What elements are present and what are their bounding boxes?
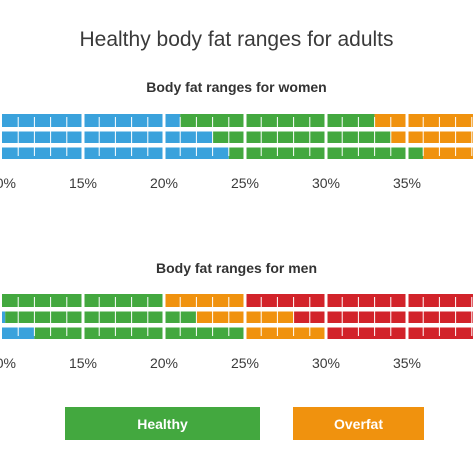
legend-healthy: Healthy [65, 407, 260, 440]
women-row-gap [0, 128, 473, 132]
women-row-1-blue-segment [2, 114, 181, 127]
men-tick-label: 10% [0, 355, 16, 371]
men-tick-label: 25% [231, 355, 259, 371]
women-tick-label: 30% [312, 175, 340, 191]
men-row-3-green-segment [34, 326, 246, 339]
women-row-2-blue-segment [2, 130, 213, 143]
men-tick-label: 20% [150, 355, 178, 371]
women-row-3-orange-segment [423, 146, 473, 159]
women-chart-title: Body fat ranges for women [146, 79, 327, 95]
page-title: Healthy body fat ranges for adults [79, 28, 394, 51]
women-row-2-orange-segment [390, 130, 473, 143]
women-tick-label: 10% [0, 175, 16, 191]
legend-overfat: Overfat [293, 407, 424, 440]
men-row-1-orange-segment [164, 294, 245, 307]
women-row-gap [0, 144, 473, 148]
men-tick-label: 30% [312, 355, 340, 371]
women-body-fat-chart: 10% 15% 20% 25% 30% 35% [0, 112, 473, 191]
women-row-2-green-segment [212, 130, 391, 143]
women-tick-label: 35% [393, 175, 421, 191]
women-row-1-orange-segment [374, 114, 473, 127]
women-tick-label: 25% [231, 175, 259, 191]
women-tick-label: 15% [69, 175, 97, 191]
men-tick-label: 15% [69, 355, 97, 371]
men-row-3-red-segment [326, 326, 473, 339]
men-row-2-blue-segment [2, 310, 6, 323]
men-row-gap [0, 308, 473, 312]
men-chart-title: Body fat ranges for men [155, 260, 318, 276]
men-row-gap [0, 324, 473, 328]
men-row-2-red-segment [293, 310, 473, 323]
men-body-fat-chart: 10% 15% 20% 25% 30% 35% [0, 292, 473, 371]
men-tick-label: 35% [393, 355, 421, 371]
men-row-2-green-segment [5, 310, 197, 323]
men-row-3-orange-segment [245, 326, 326, 339]
men-row-1-red-segment [245, 294, 473, 307]
women-tick-label: 20% [150, 175, 178, 191]
